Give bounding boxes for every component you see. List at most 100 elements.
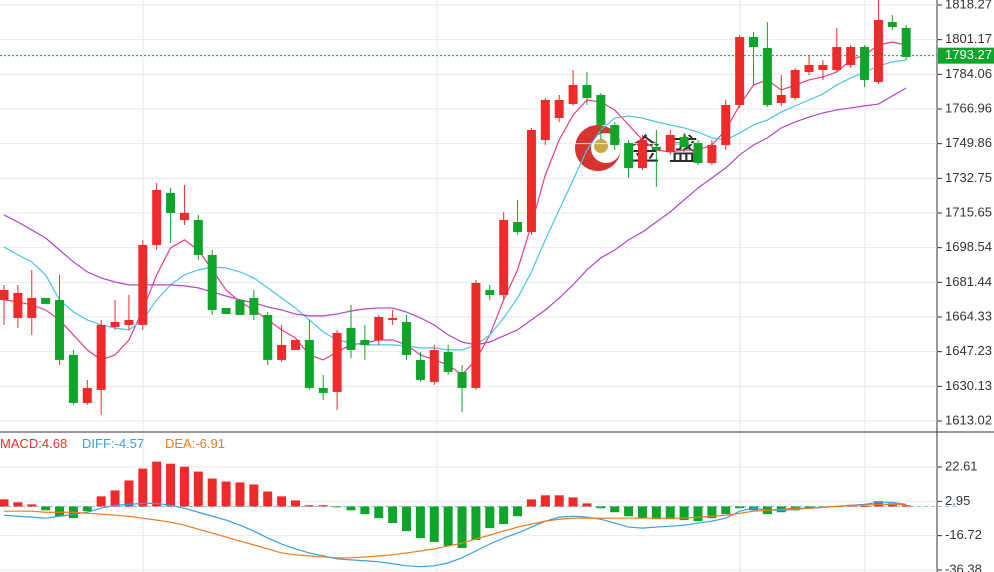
candle-body bbox=[735, 36, 745, 105]
legend-label: DIFF: bbox=[82, 436, 115, 451]
candle-body bbox=[415, 359, 425, 380]
macd-bar bbox=[96, 496, 106, 507]
candle-body bbox=[693, 142, 703, 163]
macd-bar bbox=[735, 506, 745, 509]
macd-bar bbox=[138, 468, 148, 507]
candle-body bbox=[374, 316, 384, 340]
macd-bar bbox=[277, 496, 287, 507]
macd-bar bbox=[388, 506, 398, 524]
candle-body bbox=[290, 339, 300, 350]
candle-body bbox=[277, 344, 287, 360]
macd-bar bbox=[568, 497, 578, 507]
macd-bar bbox=[13, 502, 23, 507]
legend-value: 4.68 bbox=[42, 436, 67, 451]
candle-body bbox=[429, 349, 439, 382]
legend-value: -6.91 bbox=[195, 436, 225, 451]
candle-body bbox=[873, 20, 883, 82]
candle-body bbox=[776, 94, 786, 103]
macd-bar bbox=[166, 463, 176, 507]
candle-body bbox=[665, 134, 675, 152]
macd-bar bbox=[429, 506, 439, 542]
legend-entry: DIFF:-4.57 bbox=[82, 436, 144, 451]
candle-body bbox=[179, 212, 189, 220]
macd-bar bbox=[179, 466, 189, 507]
macd-bar bbox=[846, 505, 856, 507]
candle-body bbox=[82, 387, 92, 403]
macd-bar bbox=[318, 505, 328, 507]
y-tick-label: 1784.06 bbox=[945, 66, 992, 81]
macd-bar bbox=[901, 505, 911, 507]
candle-body bbox=[13, 292, 23, 318]
candle-body bbox=[263, 314, 273, 360]
macd-bar bbox=[610, 506, 620, 513]
candle-body bbox=[457, 371, 467, 388]
macd-bar bbox=[290, 500, 300, 507]
candle-body bbox=[443, 351, 453, 372]
y-tick-label: 1749.86 bbox=[945, 135, 992, 150]
candle-body bbox=[388, 317, 398, 320]
y-tick-label: 1766.96 bbox=[945, 100, 992, 115]
moving-average-line bbox=[3, 87, 907, 346]
last-price-tag bbox=[938, 47, 994, 64]
candle-body bbox=[762, 47, 772, 105]
y-tick-label: 1715.65 bbox=[945, 204, 992, 219]
y-tick-label: 1630.13 bbox=[945, 378, 992, 393]
candle-body bbox=[221, 307, 231, 314]
y-tick-label: 1647.23 bbox=[945, 343, 992, 358]
macd-bar bbox=[651, 506, 661, 520]
macd-bar bbox=[402, 506, 412, 532]
legend-value: -4.57 bbox=[115, 436, 145, 451]
candle-body bbox=[610, 124, 620, 145]
y-tick-label: 1818.27 bbox=[945, 0, 992, 11]
macd-bar bbox=[457, 506, 467, 549]
macd-bar bbox=[582, 503, 592, 507]
candle-body bbox=[0, 289, 9, 300]
candle-body bbox=[124, 319, 134, 325]
macd-bar bbox=[665, 506, 675, 520]
candle-body bbox=[110, 321, 120, 327]
macd-bar bbox=[415, 506, 425, 539]
candle-body bbox=[235, 299, 245, 315]
y-tick-label: 1613.02 bbox=[945, 412, 992, 427]
macd-bar bbox=[110, 490, 120, 507]
candle-body bbox=[804, 64, 814, 72]
macd-line bbox=[4, 503, 907, 559]
candle-body bbox=[402, 321, 412, 355]
macd-bar bbox=[637, 506, 647, 519]
candle-body bbox=[304, 339, 314, 388]
macd-bar bbox=[221, 481, 231, 507]
candle-body bbox=[346, 327, 356, 350]
y-tick-label: 1698.54 bbox=[945, 239, 992, 254]
macd-bar bbox=[332, 506, 342, 508]
macd-bar bbox=[499, 506, 509, 525]
macd-bar bbox=[55, 506, 65, 517]
macd-bar bbox=[263, 491, 273, 507]
macd-bar bbox=[513, 506, 523, 517]
candle-body bbox=[582, 84, 592, 98]
candle-body bbox=[152, 189, 162, 245]
macd-bar bbox=[679, 506, 689, 521]
macd-bar bbox=[82, 506, 92, 512]
candle-body bbox=[207, 254, 217, 310]
candle-body bbox=[790, 69, 800, 98]
candle-body bbox=[832, 47, 842, 70]
candle-body bbox=[749, 36, 759, 48]
y-tick-label: 1732.75 bbox=[945, 170, 992, 185]
y-tick-label: 2.95 bbox=[945, 493, 970, 508]
candle-body bbox=[41, 297, 51, 304]
macd-bar bbox=[540, 495, 550, 507]
logo-dot bbox=[594, 139, 608, 153]
macd-bar bbox=[596, 506, 606, 509]
macd-bar bbox=[804, 506, 814, 509]
candle-body bbox=[721, 104, 731, 145]
candle-body bbox=[485, 289, 495, 295]
candle-body bbox=[68, 354, 78, 403]
y-tick-label: -36.38 bbox=[945, 561, 982, 572]
macd-bar bbox=[443, 506, 453, 546]
candle-body bbox=[846, 47, 856, 65]
candle-body bbox=[360, 339, 370, 345]
candle-body bbox=[901, 27, 911, 57]
candle-body bbox=[860, 47, 870, 80]
